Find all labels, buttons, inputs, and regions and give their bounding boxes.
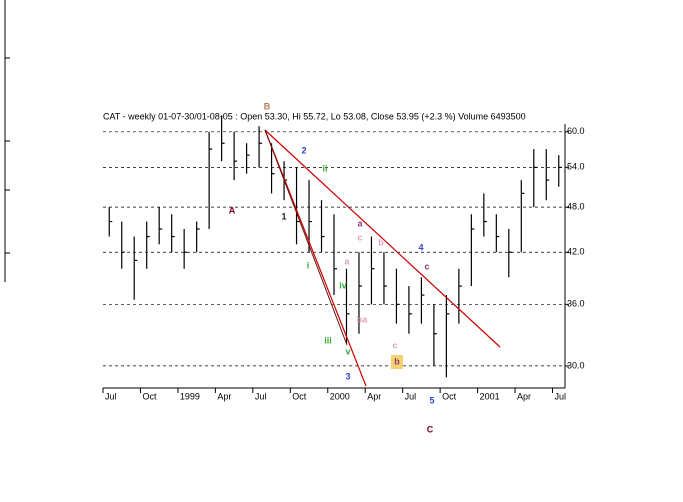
y-tick-label: 36.0: [567, 299, 585, 309]
x-tick-label: 2000: [330, 391, 350, 401]
x-tick-label: Oct: [292, 391, 307, 401]
annotation: i: [307, 260, 310, 270]
y-tick-label: 48.0: [567, 202, 585, 212]
annotation: 4: [418, 242, 423, 252]
trend-line: [264, 129, 501, 348]
annotation: C: [427, 424, 434, 434]
x-tick-label: 2001: [480, 391, 500, 401]
annotation: iii: [324, 335, 332, 345]
x-tick-label: Oct: [142, 391, 157, 401]
annotation: b: [394, 356, 400, 366]
annotation: iv: [339, 280, 347, 290]
x-tick-label: Jul: [105, 391, 117, 401]
annotation: 3: [345, 371, 350, 381]
annotation: b: [378, 237, 384, 247]
y-tick-label: 60.0: [567, 126, 585, 136]
x-tick-label: Apr: [517, 391, 531, 401]
annotation: a: [357, 218, 363, 228]
trend-line: [264, 129, 348, 346]
y-tick-label: 54.0: [567, 162, 585, 172]
x-tick-label: Jul: [405, 391, 417, 401]
chart-title: CAT - weekly 01-07-30/01-08-05 : Open 53…: [103, 111, 526, 121]
annotation: v: [345, 346, 350, 356]
annotation: c: [392, 340, 397, 350]
annotation: A: [229, 205, 236, 215]
trend-line: [264, 129, 367, 387]
x-tick-label: Jul: [555, 391, 567, 401]
annotation: 2: [301, 145, 306, 155]
annotation: 1: [281, 211, 286, 221]
x-tick-label: 1999: [180, 391, 200, 401]
annotation: 5: [429, 395, 434, 405]
annotation: ba: [357, 314, 368, 324]
annotation: c: [424, 261, 429, 271]
x-tick-label: Jul: [255, 391, 267, 401]
y-tick-label: 30.0: [567, 360, 585, 370]
annotation: a: [344, 256, 350, 266]
x-tick-label: Apr: [367, 391, 381, 401]
annotation: ii: [322, 163, 327, 173]
y-tick-label: 42.0: [567, 247, 585, 257]
highlight: [391, 355, 403, 369]
annotation: B: [264, 101, 271, 111]
x-tick-label: Oct: [442, 391, 457, 401]
annotation: c: [357, 232, 362, 242]
x-tick-label: Apr: [217, 391, 231, 401]
